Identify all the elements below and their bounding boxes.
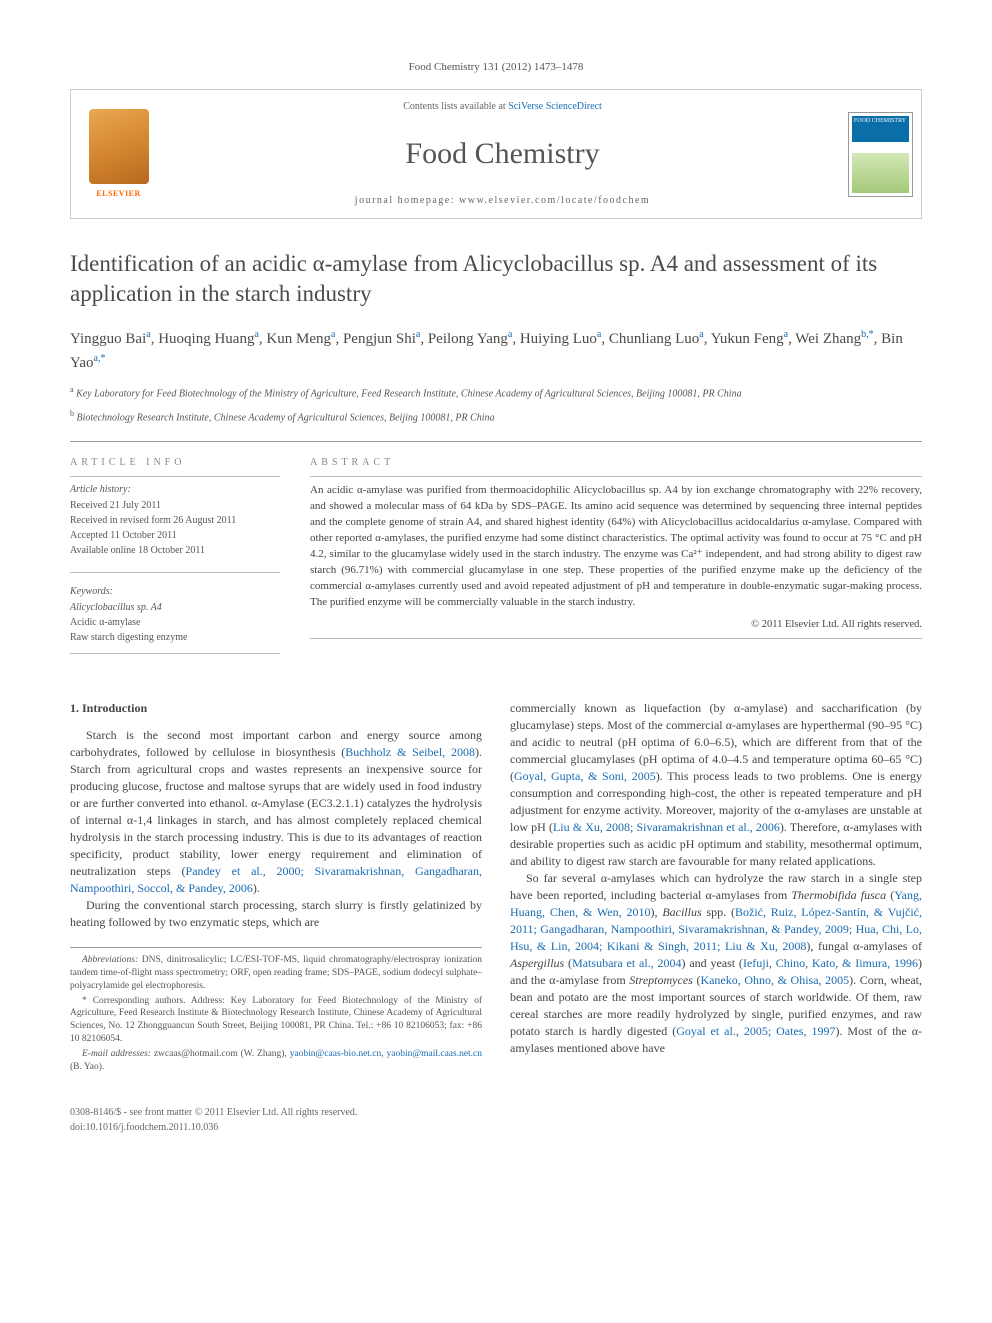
sciverse-link[interactable]: SciVerse ScienceDirect bbox=[508, 101, 602, 112]
body-paragraph: So far several α-amylases which can hydr… bbox=[510, 870, 922, 1057]
journal-homepage: journal homepage: www.elsevier.com/locat… bbox=[166, 194, 839, 208]
cover-thumbnail[interactable]: FOOD CHEMISTRY bbox=[839, 90, 921, 218]
page-footer: 0308-8146/$ - see front matter © 2011 El… bbox=[70, 1106, 922, 1135]
abstract-label: ABSTRACT bbox=[310, 456, 922, 471]
cover-label: FOOD CHEMISTRY bbox=[853, 118, 908, 125]
contents-line: Contents lists available at SciVerse Sci… bbox=[166, 100, 839, 114]
keyword-item: Acidic α-amylase bbox=[70, 616, 280, 630]
cover-image: FOOD CHEMISTRY bbox=[848, 112, 913, 197]
body-paragraph: commercially known as liquefaction (by α… bbox=[510, 700, 922, 870]
article-info-label: ARTICLE INFO bbox=[70, 456, 280, 470]
abstract-text: An acidic α-amylase was purified from th… bbox=[310, 483, 922, 611]
journal-header-box: ELSEVIER Contents lists available at Sci… bbox=[70, 89, 922, 219]
history-online: Available online 18 October 2011 bbox=[70, 544, 280, 558]
header-center: Contents lists available at SciVerse Sci… bbox=[166, 90, 839, 218]
body-columns: 1. Introduction Starch is the second mos… bbox=[70, 700, 922, 1076]
thin-rule bbox=[70, 653, 280, 654]
keyword-item: Raw starch digesting enzyme bbox=[70, 631, 280, 645]
affiliation-a: a Key Laboratory for Feed Biotechnology … bbox=[70, 384, 922, 401]
article-title: Identification of an acidic α-amylase fr… bbox=[70, 249, 922, 309]
homepage-url[interactable]: www.elsevier.com/locate/foodchem bbox=[459, 195, 650, 206]
journal-reference: Food Chemistry 131 (2012) 1473–1478 bbox=[70, 60, 922, 75]
footer-doi: doi:10.1016/j.foodchem.2011.10.036 bbox=[70, 1121, 922, 1135]
footnote-email: E-mail addresses: zwcaas@hotmail.com (W.… bbox=[70, 1048, 482, 1074]
column-right: commercially known as liquefaction (by α… bbox=[510, 700, 922, 1076]
abstract-copyright: © 2011 Elsevier Ltd. All rights reserved… bbox=[310, 617, 922, 632]
thin-rule bbox=[310, 476, 922, 477]
info-abstract-row: ARTICLE INFO Article history: Received 2… bbox=[70, 456, 922, 660]
thin-rule bbox=[70, 572, 280, 573]
body-paragraph: Starch is the second most important carb… bbox=[70, 727, 482, 897]
abstract-column: ABSTRACT An acidic α-amylase was purifie… bbox=[310, 456, 922, 660]
keyword-item: Alicyclobacillus sp. A4 bbox=[70, 601, 280, 615]
elsevier-label: ELSEVIER bbox=[96, 188, 140, 199]
history-revised: Received in revised form 26 August 2011 bbox=[70, 514, 280, 528]
footnotes: Abbreviations: DNS, dinitrosalicylic; LC… bbox=[70, 947, 482, 1073]
elsevier-tree-icon bbox=[89, 109, 149, 184]
history-accepted: Accepted 11 October 2011 bbox=[70, 529, 280, 543]
introduction-heading: 1. Introduction bbox=[70, 700, 482, 717]
history-received: Received 21 July 2011 bbox=[70, 499, 280, 513]
footer-copyright: 0308-8146/$ - see front matter © 2011 El… bbox=[70, 1106, 922, 1120]
homepage-prefix: journal homepage: bbox=[355, 195, 459, 206]
body-paragraph: During the conventional starch processin… bbox=[70, 897, 482, 931]
article-info-column: ARTICLE INFO Article history: Received 2… bbox=[70, 456, 280, 660]
journal-title: Food Chemistry bbox=[166, 133, 839, 175]
keywords-label: Keywords: bbox=[70, 585, 280, 599]
elsevier-logo[interactable]: ELSEVIER bbox=[71, 90, 166, 218]
thin-rule bbox=[310, 638, 922, 639]
authors-list: Yingguo Baia, Huoqing Huanga, Kun Menga,… bbox=[70, 327, 922, 374]
thin-rule bbox=[70, 476, 280, 477]
divider bbox=[70, 441, 922, 442]
footnote-abbrev: Abbreviations: DNS, dinitrosalicylic; LC… bbox=[70, 954, 482, 992]
contents-prefix: Contents lists available at bbox=[403, 101, 508, 112]
page-container: Food Chemistry 131 (2012) 1473–1478 ELSE… bbox=[0, 0, 992, 1176]
affiliation-b: b Biotechnology Research Institute, Chin… bbox=[70, 408, 922, 425]
column-left: 1. Introduction Starch is the second mos… bbox=[70, 700, 482, 1076]
history-label: Article history: bbox=[70, 483, 280, 497]
footnote-corresponding: * Corresponding authors. Address: Key La… bbox=[70, 995, 482, 1046]
